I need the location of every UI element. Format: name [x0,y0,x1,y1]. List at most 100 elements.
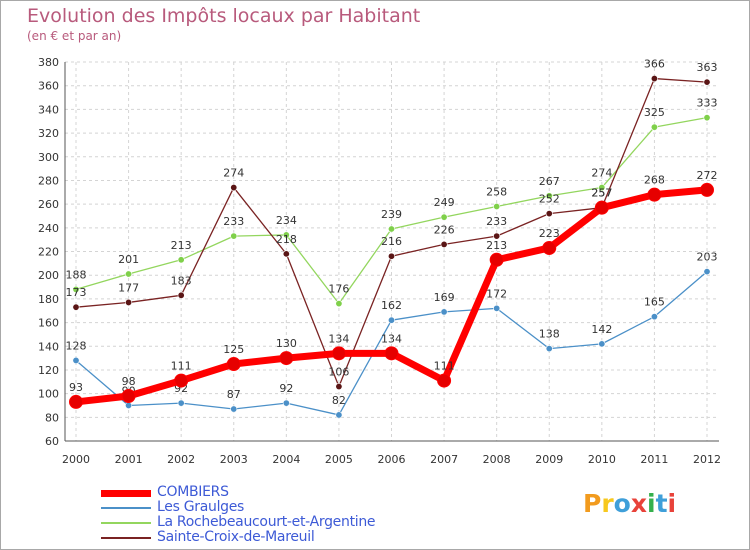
data-point [177,399,185,407]
y-tick-label: 80 [45,411,59,424]
data-point [72,303,80,311]
data-label: 138 [539,328,560,341]
data-point [177,291,185,299]
y-tick-label: 120 [38,364,59,377]
data-label: 252 [539,193,560,206]
data-point [650,313,658,321]
data-label: 125 [223,343,244,356]
data-label: 268 [644,174,665,187]
x-tick-label: 2004 [272,453,300,466]
data-label: 183 [171,274,192,287]
y-tick-label: 260 [38,198,59,211]
data-point [703,268,711,276]
data-point [647,187,662,202]
data-label: 165 [644,296,665,309]
data-point [282,231,290,239]
data-label: 257 [591,187,612,200]
data-label: 257 [591,187,612,200]
data-point [387,252,395,260]
data-label: 142 [591,323,612,336]
data-point [387,316,395,324]
data-label: 98 [122,375,136,388]
y-tick-label: 380 [38,56,59,69]
data-point [384,346,399,361]
data-label: 234 [276,214,297,227]
x-tick-label: 2010 [588,453,616,466]
data-label: 333 [697,97,718,110]
x-tick-label: 2008 [483,453,511,466]
y-tick-label: 280 [38,174,59,187]
chart-subtitle: (en € et par an) [27,29,122,43]
data-point [703,78,711,86]
logo-letter: i [667,489,677,518]
data-label: 128 [66,339,87,352]
data-point [72,285,80,293]
data-label: 173 [66,286,87,299]
x-tick-label: 2011 [640,453,668,466]
data-label: 162 [381,299,402,312]
logo-letter: i [647,489,656,518]
data-point [69,394,83,409]
data-label: 325 [644,106,665,119]
data-point [545,210,553,218]
data-label: 363 [697,61,718,74]
data-point [72,356,80,364]
data-point [650,75,658,83]
x-tick-label: 2012 [693,453,721,466]
data-point [121,388,136,403]
data-point [331,346,346,361]
legend-swatch [101,522,151,524]
data-point [594,200,609,215]
x-tick-label: 2009 [535,453,563,466]
data-point [230,405,238,413]
data-point [598,184,606,192]
logo-letter: o [613,489,631,518]
data-point [440,213,448,221]
y-tick-label: 320 [38,127,59,140]
x-tick-label: 2002 [167,453,195,466]
y-tick-label: 200 [38,269,59,282]
data-label: 267 [539,175,560,188]
y-tick-label: 140 [38,340,59,353]
data-label: 169 [434,291,455,304]
data-label: 213 [171,239,192,252]
data-label: 233 [223,215,244,228]
legend-swatch [101,537,151,539]
legend-label: La Rochebeaucourt-et-Argentine [157,514,376,530]
legend-swatch [101,490,151,497]
y-tick-label: 60 [45,435,59,448]
data-label: 177 [118,281,139,294]
data-point [493,304,501,312]
data-label: 226 [434,223,455,236]
data-point [493,232,501,240]
data-label: 82 [332,394,346,407]
logo-letter: t [655,489,668,518]
data-label: 188 [66,268,87,281]
data-label: 176 [328,283,349,296]
data-point [335,300,343,308]
data-point [493,202,501,210]
data-point [335,411,343,419]
logo-letter: r [601,489,614,518]
y-tick-label: 160 [38,317,59,330]
data-point [545,345,553,353]
data-point [125,298,133,306]
y-tick-label: 240 [38,222,59,235]
data-label: 239 [381,208,402,221]
data-label: 223 [539,227,560,240]
data-point [282,250,290,258]
data-label: 111 [434,360,455,373]
legend-label: Les Graulges [157,499,245,515]
data-point [125,270,133,278]
data-label: 92 [279,382,293,395]
y-tick-label: 180 [38,293,59,306]
data-label: 272 [697,169,718,182]
data-label: 366 [644,58,665,71]
data-label: 218 [276,233,297,246]
legend-label: COMBIERS [157,484,229,500]
y-tick-label: 100 [38,388,59,401]
x-tick-label: 2000 [62,453,90,466]
data-label: 130 [276,337,297,350]
